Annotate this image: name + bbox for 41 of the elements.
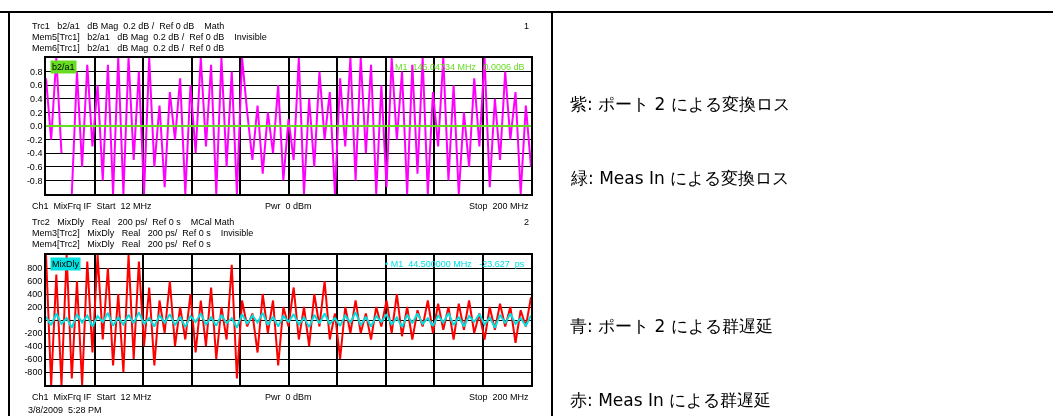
text: Ch1 MixFrq IF Start 12 MHz (32, 201, 153, 211)
y-tick-label: -0.8 (26, 175, 43, 186)
text: Ch1 MixFrq IF Start 12 MHz (32, 392, 153, 402)
text: 緑: Meas In による変換ロス (570, 168, 790, 188)
y-tick-label: 0.6 (29, 80, 43, 91)
text: Trc1 b2/a1 dB Mag 0.2 dB / Ref 0 dB Math (32, 21, 225, 31)
text: 青: ポート 2 による群遅延 (570, 316, 773, 336)
text: Stop 200 MHz (469, 392, 530, 402)
y-tick-label: -200 (24, 328, 43, 339)
text: 赤: Meas In による群遅延 (570, 390, 772, 410)
text: 2 (524, 217, 530, 227)
text: Pwr 0 dBm (265, 392, 312, 402)
text: 3/8/2009 5:28 PM (28, 405, 102, 415)
text: 1 (524, 21, 530, 31)
y-tick-label: 600 (27, 276, 43, 287)
annotation: MixDly (52, 259, 80, 269)
text: Mem6[Trc1] b2/a1 dB Mag 0.2 dB / Ref 0 dB (32, 43, 225, 53)
y-tick-label: -400 (24, 341, 43, 352)
line-series (46, 311, 531, 329)
text: Mem4[Trc2] MixDly Real 200 ps/ Ref 0 s (32, 239, 212, 249)
line-series (46, 255, 531, 385)
y-tick-label: -0.6 (26, 161, 43, 172)
text: Trc2 MixDly Real 200 ps/ Ref 0 s MCal Math (32, 217, 235, 227)
text: Stop 200 MHz (469, 201, 530, 211)
y-tick-label: 800 (27, 263, 43, 274)
y-tick-label: 0.0 (29, 121, 43, 132)
text: 紫: ポート 2 による変換ロス (570, 94, 790, 114)
y-tick-label: 0.4 (29, 93, 43, 104)
text: Mem5[Trc1] b2/a1 dB Mag 0.2 dB / Ref 0 dB Invisible (32, 32, 267, 42)
y-tick-label: 0.8 (29, 66, 43, 77)
y-tick-label: -800 (24, 367, 43, 378)
y-tick-label: 0 (37, 315, 43, 326)
text: Pwr 0 dBm (265, 201, 312, 211)
y-tick-label: 200 (27, 302, 43, 313)
y-tick-label: -600 (24, 354, 43, 365)
text: Mem3[Trc2] MixDly Real 200 ps/ Ref 0 s Invisible (32, 228, 254, 238)
y-tick-label: -0.2 (26, 134, 43, 145)
y-tick-label: 0.2 (29, 107, 43, 118)
y-tick-label: 400 (27, 289, 43, 300)
y-tick-label: -0.4 (26, 148, 43, 159)
annotation: b2/a1 (52, 62, 75, 72)
